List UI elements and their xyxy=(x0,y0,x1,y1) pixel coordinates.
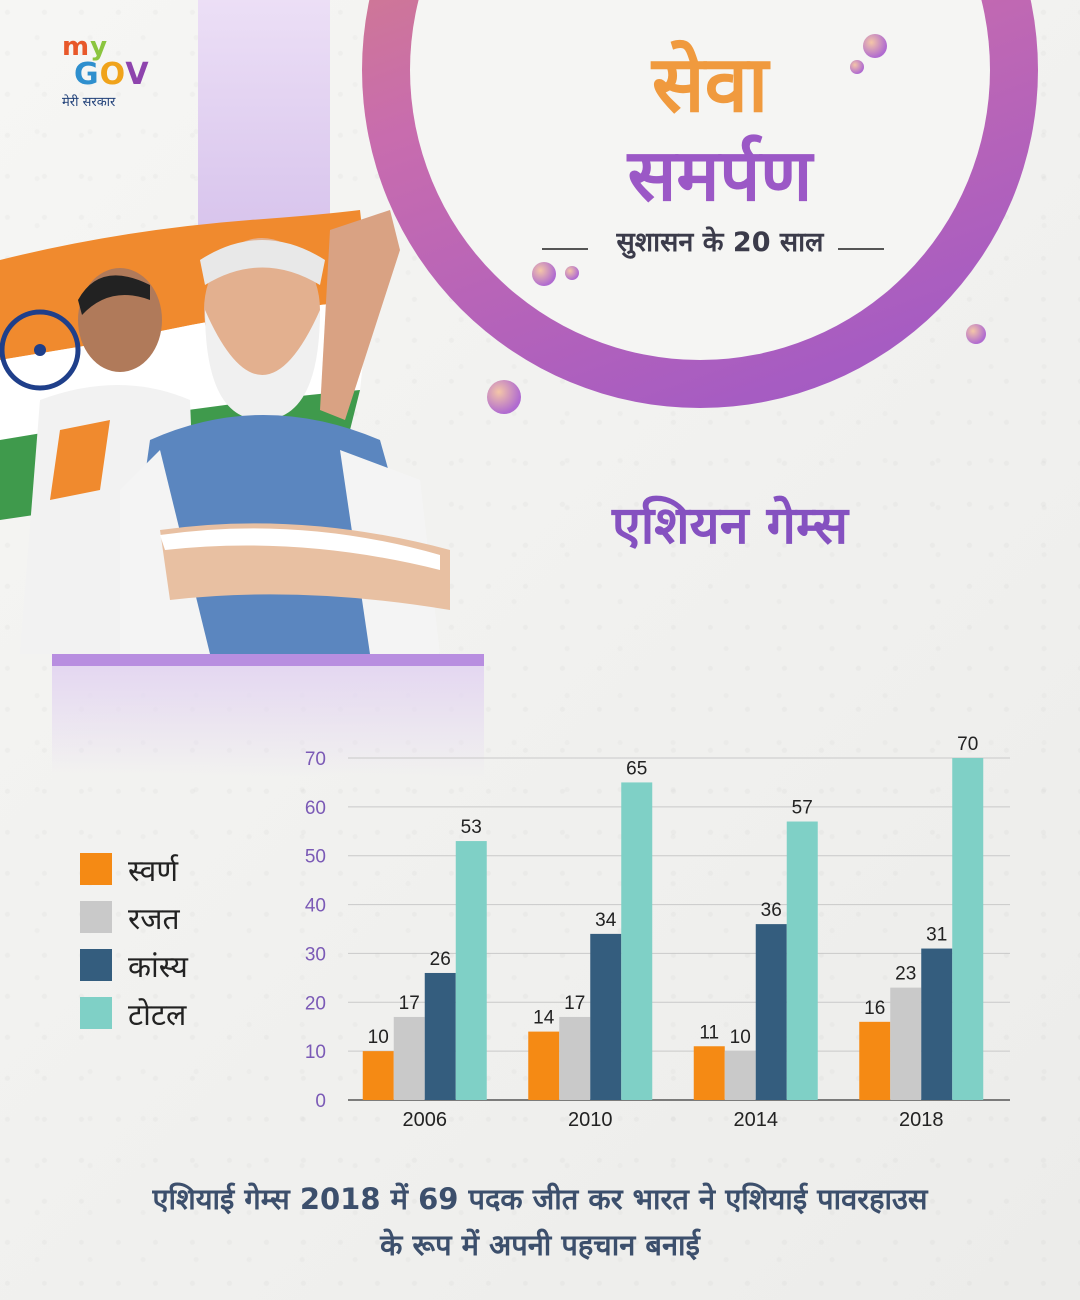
y-tick-label: 0 xyxy=(315,1091,326,1112)
data-label: 11 xyxy=(699,1022,719,1043)
data-label: 26 xyxy=(430,949,451,970)
data-label: 17 xyxy=(399,993,420,1014)
y-tick-label: 40 xyxy=(305,896,326,917)
bar xyxy=(952,758,984,1100)
logo-my: my xyxy=(62,32,109,62)
bar xyxy=(859,1021,891,1100)
bar xyxy=(693,1046,725,1100)
mygov-logo[interactable]: my GOV मेरी सरकार xyxy=(62,34,150,110)
legend-swatch xyxy=(80,853,112,885)
data-label: 23 xyxy=(895,964,916,985)
tagline-dash-left xyxy=(542,248,588,250)
title-seva: सेवा xyxy=(651,40,769,130)
bar xyxy=(786,821,818,1100)
data-label: 31 xyxy=(926,925,947,946)
data-label: 57 xyxy=(792,798,813,819)
bar xyxy=(890,987,922,1100)
y-tick-label: 20 xyxy=(305,993,326,1014)
x-tick-label: 2018 xyxy=(899,1109,944,1131)
bar-chart-svg: 0 10 20 30 40 50 60 70 10 17 26 53 2006 14 17 34 65 2010 1… xyxy=(305,734,1010,1131)
bar xyxy=(755,924,787,1100)
panel-bottom-bar xyxy=(52,654,484,666)
chart-legend: स्वर्ण रजत कांस्य टोटल xyxy=(80,845,188,1037)
decor-dot xyxy=(966,324,986,344)
x-tick-label: 2010 xyxy=(568,1109,613,1131)
legend-swatch xyxy=(80,949,112,981)
bar-chart: 0 10 20 30 40 50 60 70 10 17 26 53 2006 14 17 34 65 2010 1… xyxy=(280,680,1030,1154)
bar xyxy=(393,1016,425,1100)
title-samarpan: समर्पण xyxy=(627,133,813,217)
y-tick-label: 70 xyxy=(305,749,326,770)
bar xyxy=(362,1051,394,1100)
legend-swatch xyxy=(80,901,112,933)
bar xyxy=(921,948,953,1100)
y-tick-label: 30 xyxy=(305,944,326,965)
section-title: एशियन गेम्स xyxy=(611,496,849,556)
photo-illustration xyxy=(0,190,484,654)
tagline: सुशासन के 20 साल xyxy=(616,227,824,258)
data-label: 70 xyxy=(957,734,978,755)
tagline-dash-right xyxy=(838,248,884,250)
panel-stripe xyxy=(198,0,330,240)
data-label: 10 xyxy=(730,1027,751,1048)
decor-dot xyxy=(850,60,864,74)
bar xyxy=(455,841,487,1100)
data-label: 16 xyxy=(864,998,885,1019)
y-tick-label: 10 xyxy=(305,1042,326,1063)
legend-item-silver: रजत xyxy=(80,893,188,941)
footer-caption: एशियाई गेम्स 2018 में 69 पदक जीत कर भारत… xyxy=(60,1176,1020,1268)
legend-label: कांस्य xyxy=(128,949,188,985)
x-tick-label: 2014 xyxy=(734,1109,779,1131)
y-tick-label: 60 xyxy=(305,798,326,819)
bar xyxy=(424,972,456,1100)
y-tick-label: 50 xyxy=(305,847,326,868)
decor-dot xyxy=(532,262,556,286)
bar xyxy=(590,933,622,1100)
data-label: 36 xyxy=(761,900,782,921)
legend-item-total: टोटल xyxy=(80,989,188,1037)
decor-dot xyxy=(863,34,887,58)
legend-swatch xyxy=(80,997,112,1029)
data-label: 14 xyxy=(533,1008,555,1029)
legend-label: स्वर्ण xyxy=(128,853,179,889)
data-label: 53 xyxy=(461,817,482,838)
footer-line-1: एशियाई गेम्स 2018 में 69 पदक जीत कर भारत… xyxy=(152,1182,928,1216)
logo-subtitle: मेरी सरकार xyxy=(62,95,116,110)
bar xyxy=(724,1051,756,1100)
logo-gov: GOV xyxy=(74,57,150,92)
decor-dot xyxy=(565,266,579,280)
bar xyxy=(559,1016,591,1100)
legend-item-gold: स्वर्ण xyxy=(80,845,188,893)
data-label: 34 xyxy=(595,910,617,931)
decor-dot xyxy=(487,380,521,414)
data-label: 17 xyxy=(564,993,585,1014)
bar xyxy=(528,1031,560,1100)
footer-line-2: के रूप में अपनी पहचान बनाई xyxy=(380,1228,700,1262)
legend-label: टोटल xyxy=(128,997,187,1033)
data-label: 65 xyxy=(626,758,647,779)
bar xyxy=(621,782,653,1100)
legend-item-bronze: कांस्य xyxy=(80,941,188,989)
x-tick-label: 2006 xyxy=(403,1109,448,1131)
legend-label: रजत xyxy=(128,901,180,937)
data-label: 10 xyxy=(368,1027,389,1048)
